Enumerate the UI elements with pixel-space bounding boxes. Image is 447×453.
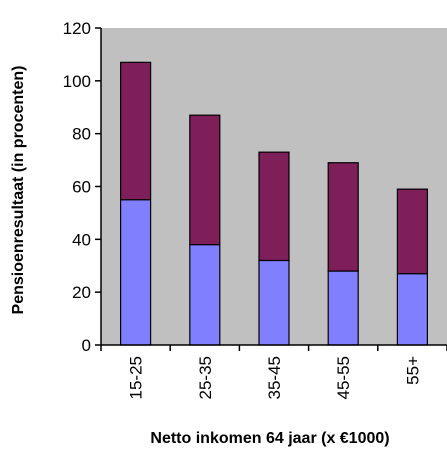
y-tick-label: 20 bbox=[72, 283, 91, 302]
x-tick-label: 45-55 bbox=[334, 356, 353, 399]
bar-35-45-segment-2 bbox=[258, 151, 290, 262]
y-tick-label: 60 bbox=[72, 178, 91, 197]
y-tick-label: 0 bbox=[82, 336, 91, 355]
y-tick-label: 80 bbox=[72, 125, 91, 144]
bar-25-35-segment-1 bbox=[189, 244, 221, 346]
bar-45-55-segment-1 bbox=[327, 270, 359, 346]
y-tick-label: 120 bbox=[63, 19, 91, 38]
bar-group bbox=[119, 61, 428, 346]
y-axis-ticks: 0 20 40 60 80 100 120 bbox=[63, 19, 101, 355]
bar-45-55-segment-2 bbox=[327, 162, 359, 272]
x-tick-label: 15-25 bbox=[127, 356, 146, 399]
bar-35-45-segment-1 bbox=[258, 259, 290, 346]
x-tick-label: 35-45 bbox=[265, 356, 284, 399]
bar-15-25-segment-2 bbox=[119, 61, 152, 201]
x-axis-ticks: 15-25 25-35 35-45 45-55 55+ bbox=[100, 345, 447, 399]
bar-55+-segment-2 bbox=[396, 188, 428, 275]
x-axis-title: Netto inkomen 64 jaar (x €1000) bbox=[150, 430, 389, 447]
x-tick-label: 55+ bbox=[403, 356, 422, 385]
x-tick-label: 25-35 bbox=[196, 356, 215, 399]
y-tick-label: 40 bbox=[72, 230, 91, 249]
bar-55+-segment-1 bbox=[396, 273, 428, 346]
bar-25-35-segment-2 bbox=[189, 114, 221, 246]
bar-15-25-segment-1 bbox=[119, 199, 152, 346]
y-axis-title: Pensioenresultaat (in procenten) bbox=[10, 66, 27, 315]
y-tick-label: 100 bbox=[63, 72, 91, 91]
